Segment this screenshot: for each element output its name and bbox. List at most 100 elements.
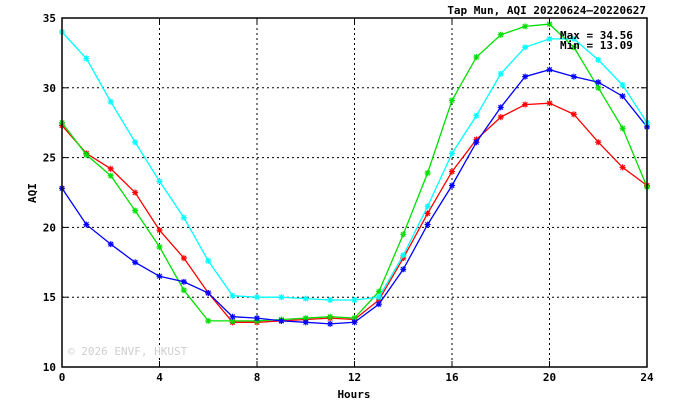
marker-stroke [351,297,358,303]
marker-stroke [619,82,626,88]
data-point [497,70,504,77]
y-tick-label: 20 [43,221,56,234]
x-tick-label: 4 [156,371,163,384]
data-point [473,139,480,146]
data-point [132,207,139,214]
data-point [351,319,358,326]
marker-stroke [108,241,114,247]
marker-stroke [498,114,504,120]
data-point [473,112,480,119]
marker-stroke [156,244,163,250]
data-point [375,301,382,308]
series-2 [59,66,650,327]
marker-stroke [303,295,309,302]
data-point [595,56,602,63]
data-point [497,31,504,38]
data-point [546,21,553,28]
marker-stroke [156,227,163,233]
chart-title: Tap Mun, AQI 20220624—20220627 [447,4,646,17]
marker-stroke [327,314,333,320]
marker-stroke [449,97,455,104]
marker-stroke [132,259,138,265]
data-point [83,55,90,62]
marker-stroke [278,294,285,300]
y-tick-label: 25 [43,152,56,165]
watermark: © 2026 ENVF, HKUST [68,345,188,358]
data-point [570,44,577,51]
data-point [180,255,187,262]
marker-stroke [229,293,236,299]
marker-stroke [571,111,577,117]
marker-stroke [522,23,528,30]
data-point [570,111,577,118]
data-point [327,313,334,320]
x-axis-title: Hours [337,388,370,401]
marker-stroke [619,164,626,171]
marker-stroke [546,66,553,73]
marker-stroke [303,319,309,326]
marker-stroke [424,210,431,217]
data-point [570,35,577,42]
data-point [278,294,285,301]
data-point [107,165,114,172]
min-annotation: Min = 13.09 [560,39,633,52]
data-point [497,114,504,121]
data-point [327,320,334,327]
marker-stroke [473,113,480,119]
data-point [302,319,309,326]
marker-stroke [546,36,553,42]
data-point [522,101,529,108]
marker-stroke [449,168,455,175]
marker-stroke [400,231,406,238]
data-point [205,290,212,297]
data-point [156,227,163,234]
data-point [180,214,187,221]
data-point [424,203,431,210]
marker-stroke [156,178,163,185]
data-point [619,93,626,100]
marker-stroke [595,85,601,91]
data-point [400,266,407,273]
marker-stroke [449,182,455,189]
data-point [595,79,602,86]
marker-stroke [181,255,187,261]
data-point [351,296,358,303]
marker-stroke [546,21,553,27]
data-point [156,273,163,280]
data-point [546,66,553,73]
marker-stroke [181,279,187,285]
marker-stroke [156,273,163,279]
marker-stroke [424,170,431,176]
data-point [424,210,431,217]
data-point [156,178,163,185]
data-point [449,150,455,157]
data-point [522,23,529,30]
y-tick-label: 10 [43,361,56,374]
grid-lines [62,18,647,367]
data-point [497,104,504,111]
data-point [278,317,285,324]
marker-stroke [205,258,211,264]
series-3 [59,28,650,303]
marker-stroke [595,139,601,145]
data-point [132,189,139,196]
marker-stroke [132,139,138,145]
marker-stroke [522,73,528,80]
data-point [254,294,260,301]
marker-stroke [327,297,333,303]
data-point [522,73,529,80]
marker-stroke [108,173,114,179]
marker-stroke [571,73,577,80]
data-point [156,243,163,250]
marker-stroke [181,287,187,293]
x-tick-label: 8 [254,371,261,384]
data-point [449,182,455,189]
marker-stroke [473,54,480,60]
marker-stroke [205,318,211,324]
marker-stroke [181,214,187,221]
marker-stroke [522,44,528,50]
marker-stroke [132,207,138,214]
marker-stroke [522,101,528,108]
marker-stroke [351,315,358,321]
